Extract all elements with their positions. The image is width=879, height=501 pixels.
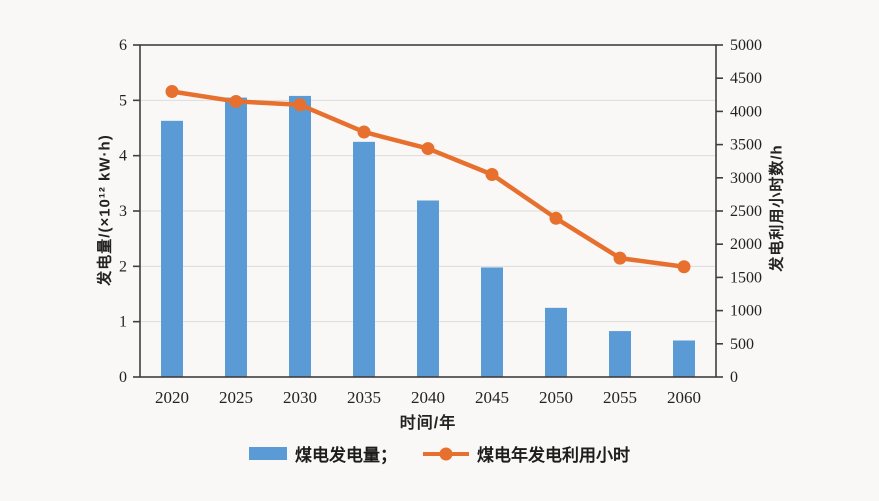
line-marker-2030	[293, 98, 307, 112]
right-tick-label: 1500	[730, 269, 762, 286]
legend: 煤电发电量； 煤电年发电利用小时	[0, 441, 879, 466]
left-tick-label: 6	[119, 37, 127, 54]
right-axis-title: 发电利用小时数/h	[768, 144, 786, 272]
left-tick-label: 2	[119, 258, 127, 275]
right-tick-label: 5000	[730, 37, 762, 54]
right-tick-label: 0	[730, 369, 738, 386]
bar-2045	[481, 267, 503, 377]
bar-2060	[673, 340, 695, 377]
left-tick-label: 3	[119, 203, 127, 220]
x-tick-label: 2040	[411, 388, 445, 407]
x-tick-label: 2020	[155, 388, 189, 407]
right-tick-label: 2500	[730, 203, 762, 220]
left-axis-title: 发电量/(×10¹² kW·h)	[96, 134, 114, 286]
legend-item-line: 煤电年发电利用小时	[423, 441, 630, 466]
right-tick-label: 3000	[730, 170, 762, 187]
left-tick-label: 5	[119, 92, 127, 109]
right-tick-label: 500	[730, 336, 754, 353]
line-marker-2025	[229, 94, 243, 108]
line-marker-2040	[421, 142, 435, 156]
line-series-swatch	[423, 447, 469, 461]
bar-2030	[289, 95, 311, 377]
x-tick-label: 2025	[219, 388, 253, 407]
legend-item-bar: 煤电发电量；	[249, 441, 397, 466]
left-tick-label: 0	[119, 369, 127, 386]
line-marker-2020	[165, 84, 179, 98]
x-tick-label: 2045	[475, 388, 509, 407]
left-tick-label: 4	[119, 148, 127, 165]
line-swatch-marker-icon	[439, 447, 453, 460]
x-tick-label: 2035	[347, 388, 381, 407]
line-marker-2045	[485, 167, 499, 181]
x-tick-label: 2060	[667, 388, 701, 407]
line-marker-2055	[613, 251, 627, 265]
bar-2025	[225, 97, 247, 378]
line-marker-2050	[549, 211, 563, 225]
right-tick-label: 4500	[730, 70, 762, 87]
bar-2035	[353, 141, 375, 377]
right-tick-label: 2000	[730, 236, 762, 253]
x-tick-label: 2055	[603, 388, 637, 407]
bar-2055	[609, 331, 631, 377]
bar-2050	[545, 307, 567, 377]
line-marker-2060	[677, 260, 691, 274]
x-axis-title: 时间/年	[399, 415, 457, 432]
legend-line-label: 煤电年发电利用小时	[477, 446, 630, 465]
bar-2020	[161, 120, 183, 377]
right-tick-label: 1000	[730, 303, 762, 320]
line-marker-2035	[357, 125, 371, 139]
legend-bar-label: 煤电发电量；	[295, 446, 397, 465]
right-tick-label: 3500	[730, 137, 762, 154]
right-tick-label: 4000	[730, 103, 762, 120]
x-tick-label: 2050	[539, 388, 573, 407]
bar-series-swatch	[249, 447, 287, 460]
bar-2040	[417, 200, 439, 377]
x-tick-label: 2030	[283, 388, 317, 407]
left-tick-label: 1	[119, 314, 127, 331]
